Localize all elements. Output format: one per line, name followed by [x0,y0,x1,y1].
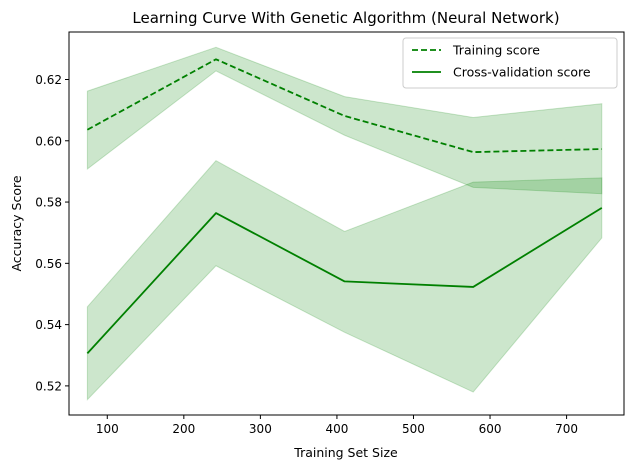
band-training [86,46,603,195]
x-tick-label: 500 [402,422,425,436]
y-tick-label: 0.60 [35,134,62,148]
legend-box [402,37,618,89]
legend: Training score Cross-validation score [402,37,618,89]
legend-label-training: Training score [452,43,540,58]
y-tick-label: 0.52 [35,379,62,393]
band-cross-validation [86,160,603,401]
x-tick-label: 400 [325,422,348,436]
y-tick-label: 0.54 [35,318,62,332]
x-tick-label: 200 [172,422,195,436]
x-tick-label: 300 [249,422,272,436]
x-tick-label: 700 [555,422,578,436]
y-axis-ticks: 0.52 0.54 0.56 0.58 0.60 0.62 [35,73,69,393]
y-tick-label: 0.56 [35,257,62,271]
plot-frame [68,31,625,416]
confidence-bands [86,46,603,401]
x-tick-label: 600 [479,422,502,436]
line-training [86,58,602,154]
y-axis-label: Accuracy Score [9,175,24,271]
chart-title: Learning Curve With Genetic Algorithm (N… [132,9,559,27]
y-tick-label: 0.62 [35,73,62,87]
line-cross-validation [86,207,603,355]
x-axis-label: Training Set Size [293,445,398,460]
x-tick-label: 100 [96,422,119,436]
legend-label-cross-validation: Cross-validation score [453,65,591,80]
y-tick-label: 0.58 [35,196,62,210]
series-lines [86,58,603,355]
x-axis-ticks: 100 200 300 400 500 600 700 [96,415,578,436]
